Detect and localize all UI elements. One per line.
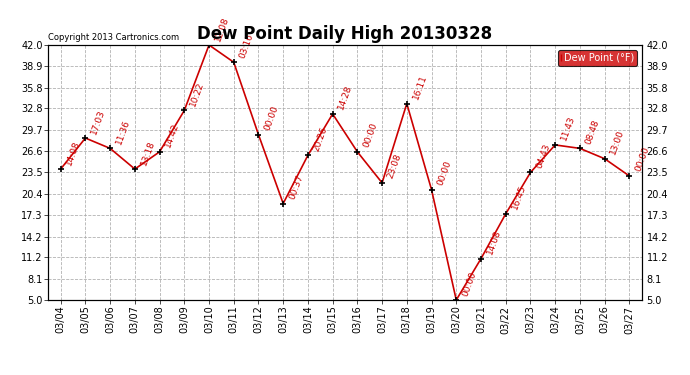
Text: 00:37: 00:37 — [287, 173, 305, 201]
Text: 00:00: 00:00 — [435, 159, 453, 187]
Text: 11:43: 11:43 — [560, 115, 577, 142]
Text: 16:11: 16:11 — [411, 74, 428, 101]
Text: 13:00: 13:00 — [609, 129, 626, 156]
Text: 00:00: 00:00 — [633, 146, 651, 173]
Text: 00:00: 00:00 — [460, 270, 477, 297]
Text: 17:03: 17:03 — [90, 108, 107, 135]
Text: 16:45: 16:45 — [510, 184, 527, 211]
Text: 12:08: 12:08 — [213, 15, 230, 42]
Text: 14:42: 14:42 — [164, 122, 181, 149]
Title: Dew Point Daily High 20130328: Dew Point Daily High 20130328 — [197, 26, 493, 44]
Legend: Dew Point (°F): Dew Point (°F) — [558, 50, 637, 66]
Text: 14:08: 14:08 — [485, 229, 502, 256]
Text: 03:16: 03:16 — [238, 32, 255, 60]
Text: 13:18: 13:18 — [139, 139, 157, 166]
Text: 00:00: 00:00 — [263, 104, 280, 132]
Text: 00:00: 00:00 — [362, 122, 379, 149]
Text: 08:48: 08:48 — [584, 118, 601, 146]
Text: 20:26: 20:26 — [312, 125, 329, 153]
Text: 04:43: 04:43 — [535, 142, 552, 170]
Text: Copyright 2013 Cartronics.com: Copyright 2013 Cartronics.com — [48, 33, 179, 42]
Text: 23:08: 23:08 — [386, 153, 404, 180]
Text: 14:28: 14:28 — [337, 84, 354, 111]
Text: 10:22: 10:22 — [188, 81, 206, 108]
Text: 14:08: 14:08 — [65, 139, 82, 166]
Text: 11:36: 11:36 — [115, 118, 132, 146]
